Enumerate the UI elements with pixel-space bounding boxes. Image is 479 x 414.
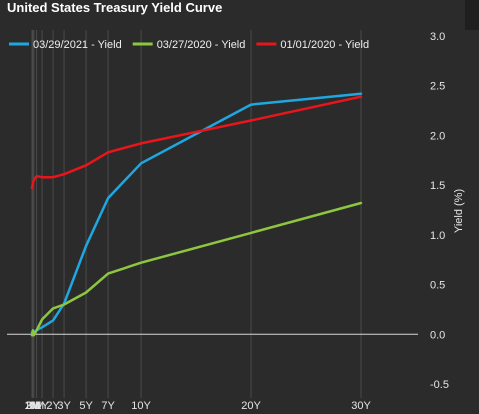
x-tick-label-3m: 3M [26,400,41,412]
legend-label-1: 03/29/2021 - Yield [33,39,122,51]
x-tick-label-10y: 10Y [131,400,151,412]
y-tick-label: 1.0 [430,230,445,242]
y-tick-label: 1.5 [430,180,445,192]
y-tick-label: 2.5 [430,81,445,93]
series-line-2 [30,201,363,337]
x-tick-label-30y: 30Y [351,400,371,412]
x-tick-label-1m: 1M [24,400,39,412]
legend: 03/29/2021 - Yield 03/27/2020 - Yield 01/0… [9,39,369,51]
chart-title: United States Treasury Yield Curve [7,0,223,15]
x-tick-label-2y: 2Y [46,400,60,412]
series-lines [30,92,363,337]
x-tick-label-2m: 2M [25,400,40,412]
scrollbar-strip [465,0,479,30]
x-tick-label-7y: 7Y [101,400,115,412]
y-tick-label: 2.0 [430,130,445,142]
x-tick-label-6m: 6M [29,400,44,412]
y-tick-labels: -0.5 0.0 0.5 1.0 1.5 2.0 2.5 3.0 [430,31,449,391]
y-tick-label: -0.5 [430,379,449,391]
legend-label-2: 03/27/2020 - Yield [157,39,246,51]
x-tick-label-1y: 1Y [35,400,49,412]
x-tick-label-20y: 20Y [241,400,261,412]
grid-lines [31,30,362,398]
x-tick-label-5y: 5Y [79,400,93,412]
y-tick-label: 0.0 [430,329,445,341]
x-tick-label-3y: 3Y [57,400,71,412]
y-tick-label: 0.5 [430,280,445,292]
series-line-3 [30,95,363,190]
y-axis-label: Yield (%) [453,189,465,233]
y-tick-label: 3.0 [430,31,445,43]
legend-label-3: 01/01/2020 - Yield [280,39,369,51]
